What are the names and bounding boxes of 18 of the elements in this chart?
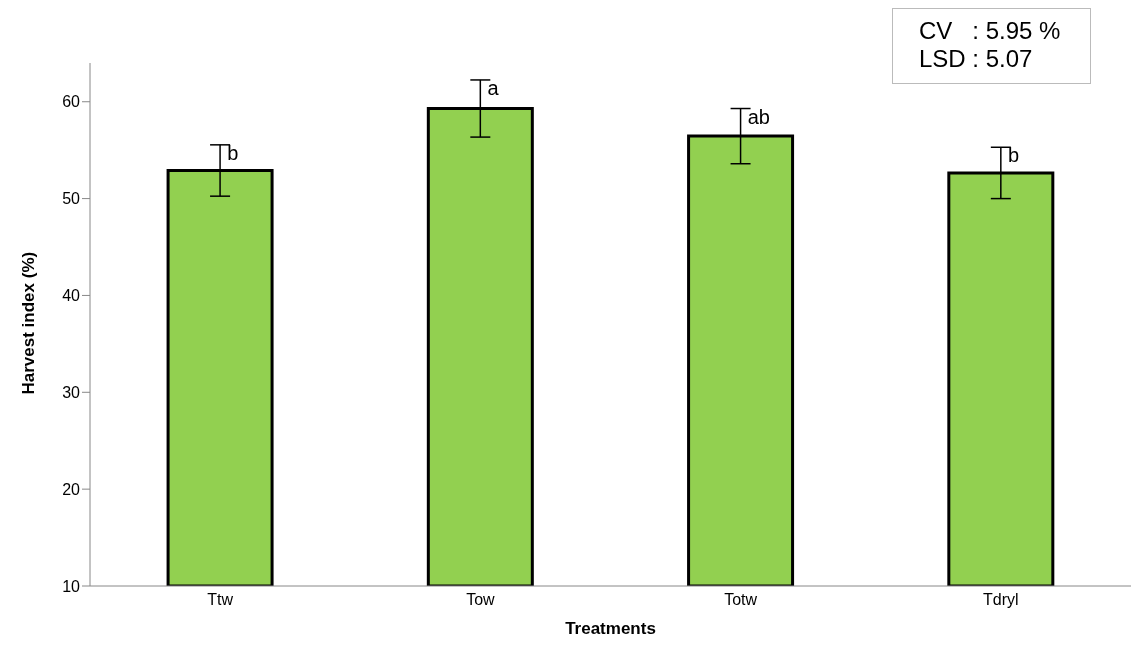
- x-tick-label: Totw: [724, 591, 758, 609]
- annotation: ab: [747, 105, 770, 128]
- x-axis-title: Treatments: [565, 619, 656, 638]
- annotation: b: [227, 141, 239, 164]
- x-tick-label: Tdryl: [983, 591, 1019, 609]
- annotation: b: [1007, 144, 1019, 167]
- x-tick-label: Ttw: [207, 591, 234, 609]
- annotation: a: [487, 77, 500, 100]
- y-tick-label: 50: [62, 190, 81, 208]
- y-tick-label: 20: [62, 480, 81, 498]
- y-tick-label: 30: [62, 383, 81, 401]
- y-axis-title: Harvest index (%): [19, 251, 39, 395]
- y-tick-label: 40: [62, 287, 81, 305]
- x-tick-label: Tow: [466, 591, 496, 609]
- text: CV : 5.95 %: [919, 17, 1061, 45]
- y-tick-label: 60: [62, 93, 81, 111]
- annotation: LSD : 5.07: [919, 45, 1034, 73]
- y-tick-label: 10: [62, 577, 81, 595]
